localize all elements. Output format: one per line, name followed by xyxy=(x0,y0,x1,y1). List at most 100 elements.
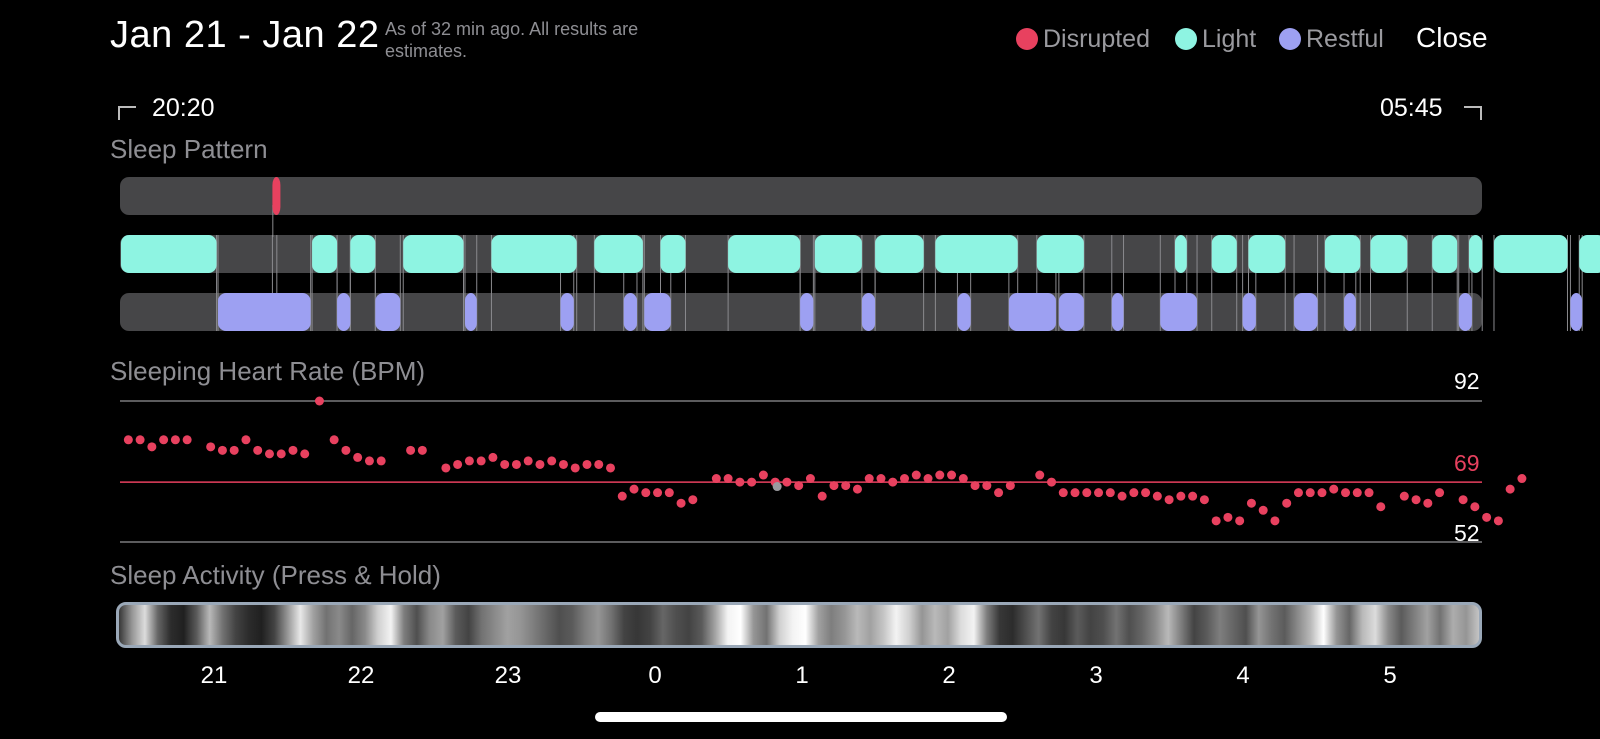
hr-point xyxy=(911,470,921,480)
hour-label: 0 xyxy=(648,662,662,689)
hr-point xyxy=(923,474,933,484)
legend-light: Light xyxy=(1175,22,1256,56)
hr-point xyxy=(376,456,386,466)
hr-point xyxy=(817,491,827,501)
end-time: 05:45 xyxy=(1380,94,1443,122)
hr-point xyxy=(364,456,374,466)
hr-point xyxy=(1376,502,1386,512)
restful-dot-icon xyxy=(1279,28,1301,50)
restful-segment xyxy=(337,293,351,331)
hr-point xyxy=(264,449,274,459)
hr-point xyxy=(1246,498,1256,508)
hr-point xyxy=(1505,484,1515,494)
hr-point xyxy=(594,459,604,469)
hr-point xyxy=(629,484,639,494)
restful-segment xyxy=(375,293,401,331)
hr-point xyxy=(1493,516,1503,526)
hr-point xyxy=(406,445,416,455)
hr-point xyxy=(1082,488,1092,498)
home-indicator[interactable] xyxy=(595,712,1007,722)
hr-point xyxy=(805,474,815,484)
light-segment xyxy=(491,235,577,273)
hr-point xyxy=(1199,495,1209,505)
hr-point xyxy=(1235,516,1245,526)
heart-rate-title: Sleeping Heart Rate (BPM) xyxy=(110,356,426,386)
hr-point xyxy=(1047,477,1057,487)
light-segment xyxy=(814,235,862,273)
hr-point xyxy=(159,435,169,445)
sleep-row-track xyxy=(120,177,1482,215)
light-segment xyxy=(1370,235,1408,273)
hr-point xyxy=(747,477,757,487)
hr-point xyxy=(794,481,804,491)
restful-segment xyxy=(1058,293,1084,331)
restful-segment xyxy=(644,293,671,331)
hr-point xyxy=(170,435,180,445)
hr-point xyxy=(1470,502,1480,512)
light-segment xyxy=(312,235,338,273)
light-segment xyxy=(660,235,686,273)
hr-point xyxy=(676,498,686,508)
light-segment xyxy=(1174,235,1187,273)
legend-label: Disrupted xyxy=(1043,24,1150,53)
light-segment xyxy=(1468,235,1483,273)
hr-point xyxy=(1058,488,1068,498)
hour-label: 4 xyxy=(1236,662,1250,689)
hr-point xyxy=(688,495,698,505)
hr-point xyxy=(1399,491,1409,501)
hr-point xyxy=(841,481,851,491)
hr-point xyxy=(488,452,498,462)
hr-point xyxy=(1211,516,1221,526)
hr-point xyxy=(1129,488,1139,498)
hr-point xyxy=(1423,498,1433,508)
hr-point xyxy=(852,484,862,494)
sleep-pattern-title: Sleep Pattern xyxy=(110,134,268,164)
hr-point xyxy=(1482,512,1492,522)
sleep-activity-bar[interactable] xyxy=(116,602,1482,648)
hr-min-label: 52 xyxy=(1454,520,1480,546)
hr-point xyxy=(664,488,674,498)
hr-point xyxy=(353,452,363,462)
hr-point xyxy=(1458,495,1468,505)
range-end-bracket-icon xyxy=(1464,106,1482,120)
hr-point xyxy=(241,435,251,445)
hr-point xyxy=(276,449,286,459)
restful-segment xyxy=(218,293,311,331)
hr-point xyxy=(758,470,768,480)
light-segment xyxy=(935,235,1018,273)
hr-point xyxy=(1152,491,1162,501)
hr-point xyxy=(500,459,510,469)
legend-disrupted: Disrupted xyxy=(1016,22,1150,56)
hr-point xyxy=(1176,491,1186,501)
hr-point xyxy=(1223,512,1233,522)
light-segment xyxy=(1432,235,1458,273)
light-segment xyxy=(1324,235,1361,273)
hour-label: 2 xyxy=(942,662,956,689)
restful-segment xyxy=(464,293,477,331)
hr-point xyxy=(1094,488,1104,498)
hr-point xyxy=(1117,491,1127,501)
close-button[interactable]: Close xyxy=(1416,22,1488,53)
restful-segment xyxy=(1008,293,1056,331)
range-start-bracket-icon xyxy=(118,106,136,120)
hour-label: 23 xyxy=(494,662,522,689)
hr-point xyxy=(535,459,545,469)
hr-point xyxy=(329,435,339,445)
restful-segment xyxy=(800,293,814,331)
hr-point xyxy=(314,396,324,406)
hr-point xyxy=(523,456,533,466)
restful-segment xyxy=(1570,293,1583,331)
hr-point xyxy=(453,459,463,469)
hr-point xyxy=(606,463,616,473)
hr-point xyxy=(206,442,216,452)
light-segment xyxy=(350,235,376,273)
hr-point xyxy=(1035,470,1045,480)
hr-point xyxy=(253,445,263,455)
disrupted-dot-icon xyxy=(1016,28,1038,50)
hr-point xyxy=(217,445,227,455)
hour-label: 21 xyxy=(200,662,228,689)
hr-point xyxy=(711,474,721,484)
light-segment xyxy=(594,235,643,273)
hr-point xyxy=(147,442,157,452)
